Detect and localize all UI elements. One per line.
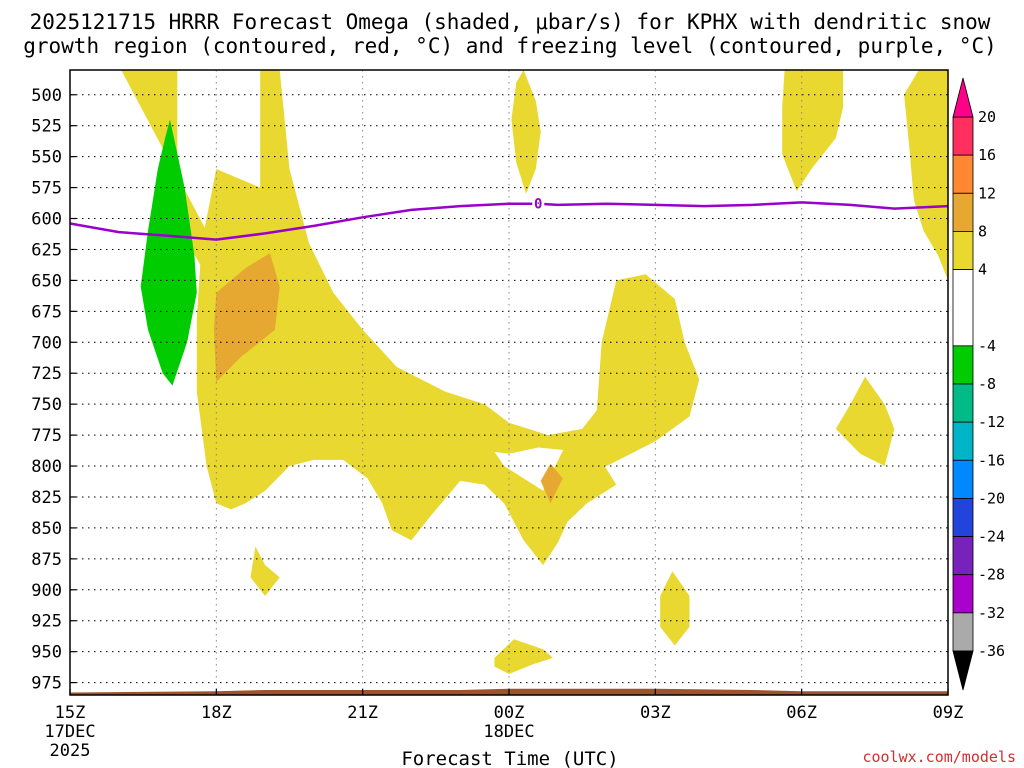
colorbar-label-8: 8 (978, 222, 987, 240)
x-tick-label-09Z: 09Z (933, 703, 964, 723)
contour-layer: 0 (69, 195, 949, 241)
y-tick-label-725: 725 (31, 364, 62, 384)
colorbar-label-12: 12 (978, 184, 996, 202)
y-tick-label-700: 700 (31, 333, 62, 353)
colorbar-label--8: -8 (978, 375, 996, 393)
colorbar-segment-8-12 (952, 192, 974, 232)
y-tick-label-875: 875 (31, 550, 62, 570)
colorbar-segment--4-4 (952, 269, 974, 347)
y-tick-label-800: 800 (31, 457, 62, 477)
y-tick-label-900: 900 (31, 581, 62, 601)
x-tick-label-15Z: 15Z (55, 703, 86, 723)
y-tick-label-650: 650 (31, 271, 62, 291)
omega-region-6-6 (250, 546, 280, 596)
x-tick-label-18Z: 18Z (201, 703, 232, 723)
omega-region-6-5 (835, 376, 895, 466)
colorbar-segment--28--24 (952, 536, 974, 576)
y-axis: 500 525 550 575 600 625 650 675 700 725 750 775 800 8… (31, 86, 76, 694)
colorbar-segment-4-8 (952, 231, 974, 270)
colorbar-label--24: -24 (978, 528, 1005, 546)
y-tick-label-575: 575 (31, 179, 62, 199)
colorbar-segment--32--28 (952, 574, 974, 614)
y-tick-label-750: 750 (31, 395, 62, 415)
grid-layer (70, 70, 948, 695)
credit-text: coolwx.com/models (862, 748, 1016, 766)
y-tick-label-550: 550 (31, 148, 62, 168)
colorbar-segment--8--4 (952, 345, 974, 385)
x-tick-label-03Z: 03Z (640, 703, 671, 723)
colorbar-segment-16-20 (952, 116, 974, 156)
y-tick-label-525: 525 (31, 117, 62, 137)
x-tick-sublabel-18DEC: 18DEC (483, 722, 534, 742)
freezing-level-label: 0 (534, 197, 542, 213)
colorbar-label--4: -4 (978, 337, 996, 355)
colorbar-legend: 20 16 12 8 4 -4 -8 -12 -16 -20 -24 -28 -32 -36 (952, 77, 1005, 691)
omega-region-10-9 (213, 253, 280, 382)
x-tick-sublabel-2025: 2025 (50, 741, 91, 761)
colorbar-top-cap (952, 77, 974, 118)
colorbar-label-20: 20 (978, 108, 996, 126)
y-tick-label-825: 825 (31, 488, 62, 508)
colorbar-segment--20--16 (952, 459, 974, 499)
y-tick-label-775: 775 (31, 426, 62, 446)
y-tick-label-925: 925 (31, 612, 62, 632)
colorbar-label-4: 4 (978, 261, 987, 279)
colorbar-label--20: -20 (978, 489, 1005, 507)
x-tick-sublabel-17DEC: 17DEC (44, 722, 95, 742)
colorbar-label-16: 16 (978, 146, 996, 164)
x-tick-label-06Z: 06Z (786, 703, 817, 723)
colorbar-label--16: -16 (978, 451, 1005, 469)
y-tick-label-500: 500 (31, 86, 62, 106)
y-tick-label-850: 850 (31, 519, 62, 539)
x-tick-label-21Z: 21Z (347, 703, 378, 723)
colorbar-label--32: -32 (978, 604, 1005, 622)
omega-region-10-10 (540, 463, 563, 504)
omega-region-6-4 (511, 70, 541, 194)
y-tick-label-625: 625 (31, 240, 62, 260)
chart-title-line1: 2025121715 HRRR Forecast Omega (shaded, … (30, 10, 991, 34)
x-axis-title: Forecast Time (UTC) (401, 748, 618, 768)
omega-region-6-2 (782, 70, 844, 192)
y-tick-label-975: 975 (31, 674, 62, 694)
omega-region--6-11 (140, 119, 197, 386)
colorbar-label--12: -12 (978, 413, 1005, 431)
colorbar-segment--24--20 (952, 498, 974, 537)
freezing-level-line (69, 201, 949, 241)
colorbar-segment-12-16 (952, 154, 974, 194)
y-tick-label-600: 600 (31, 210, 62, 230)
x-tick-label-00Z: 00Z (494, 703, 525, 723)
colorbar-label--28: -28 (978, 566, 1005, 584)
colorbar-label--36: -36 (978, 642, 1005, 660)
colorbar-segment--12--8 (952, 383, 974, 423)
y-tick-label-675: 675 (31, 302, 62, 322)
omega-region-6-3 (904, 70, 948, 281)
chart-title-line2: growth region (contoured, red, °C) and f… (23, 34, 997, 58)
colorbar-bottom-cap (952, 650, 974, 691)
y-tick-label-950: 950 (31, 643, 62, 663)
freezing-level-label-bg (532, 195, 545, 211)
colorbar-segment--16--12 (952, 421, 974, 461)
colorbar-segment--36--32 (952, 612, 974, 652)
omega-region-6-1 (196, 169, 617, 565)
